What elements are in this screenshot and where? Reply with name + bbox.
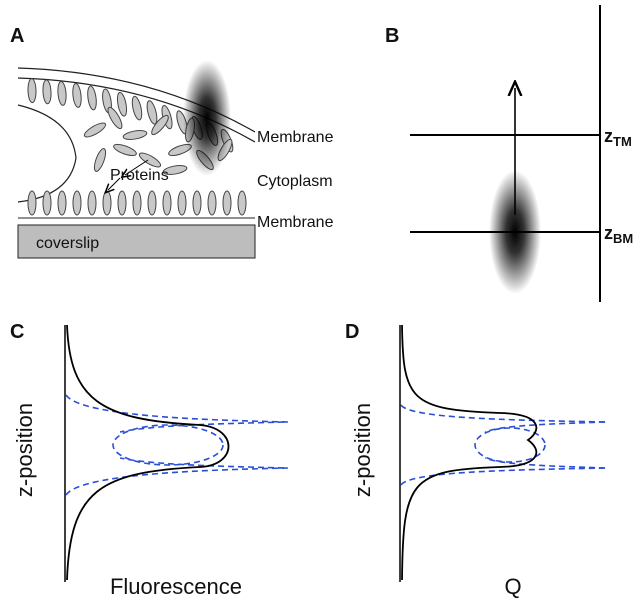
plane-label: zTM	[604, 126, 632, 149]
plane-label: zBM	[604, 223, 633, 246]
protein	[151, 114, 169, 136]
curve	[401, 324, 538, 581]
protein	[131, 95, 143, 121]
panel-b: B zTM zBM	[385, 5, 633, 302]
protein	[222, 190, 232, 216]
x-axis-label: Fluorescence	[110, 574, 242, 599]
protein	[87, 85, 97, 111]
panel-label: D	[345, 321, 359, 343]
protein	[57, 80, 67, 106]
y-axis-label: z-position	[350, 403, 375, 497]
protein	[102, 190, 112, 216]
protein	[116, 91, 128, 117]
coverslip-label: coverslip	[36, 235, 99, 252]
protein	[87, 190, 97, 216]
curve	[112, 424, 224, 466]
protein	[27, 190, 37, 216]
curve	[474, 427, 546, 463]
subscript: TM	[613, 134, 632, 149]
protein	[117, 190, 127, 216]
protein	[72, 190, 82, 216]
protein	[207, 190, 217, 216]
nucleus	[17, 104, 77, 203]
protein	[27, 78, 37, 104]
curve	[66, 324, 230, 581]
arrow	[108, 177, 121, 190]
protein	[42, 79, 52, 105]
protein	[113, 143, 137, 157]
protein	[147, 190, 157, 216]
annotation: Proteins	[110, 167, 169, 184]
curve	[400, 404, 608, 486]
symbol: z	[604, 126, 613, 146]
protein	[42, 190, 52, 216]
protein	[122, 130, 148, 140]
coverslip	[17, 224, 256, 259]
panel-label: C	[10, 321, 24, 343]
protein	[72, 83, 82, 108]
panel-label: B	[385, 25, 399, 47]
protein	[177, 190, 187, 216]
protein	[146, 100, 158, 125]
protein	[132, 190, 142, 216]
protein	[138, 152, 162, 168]
subscript: BM	[613, 231, 633, 246]
protein	[162, 190, 172, 216]
panel-c: C z-position Fluorescence	[10, 321, 289, 599]
protein	[162, 165, 188, 175]
protein	[83, 122, 107, 138]
arrow	[125, 159, 149, 175]
annotation: Cytoplasm	[257, 173, 333, 190]
psf	[183, 60, 231, 176]
protein	[107, 106, 123, 130]
panel-label: A	[10, 25, 24, 47]
annotation: Membrane	[257, 129, 334, 146]
y-axis-label: z-position	[12, 403, 37, 497]
annotation: Membrane	[257, 214, 334, 231]
x-axis-label: Q	[504, 574, 521, 599]
protein	[192, 190, 202, 216]
protein	[93, 148, 107, 172]
protein	[57, 190, 67, 216]
psf	[489, 170, 541, 294]
panel-a: A coverslip Membrane Cytoplasm Membrane …	[10, 25, 334, 259]
curve	[65, 394, 289, 496]
symbol: z	[604, 223, 613, 243]
panel-d: D z-position Q	[345, 321, 608, 599]
protein	[237, 190, 247, 216]
